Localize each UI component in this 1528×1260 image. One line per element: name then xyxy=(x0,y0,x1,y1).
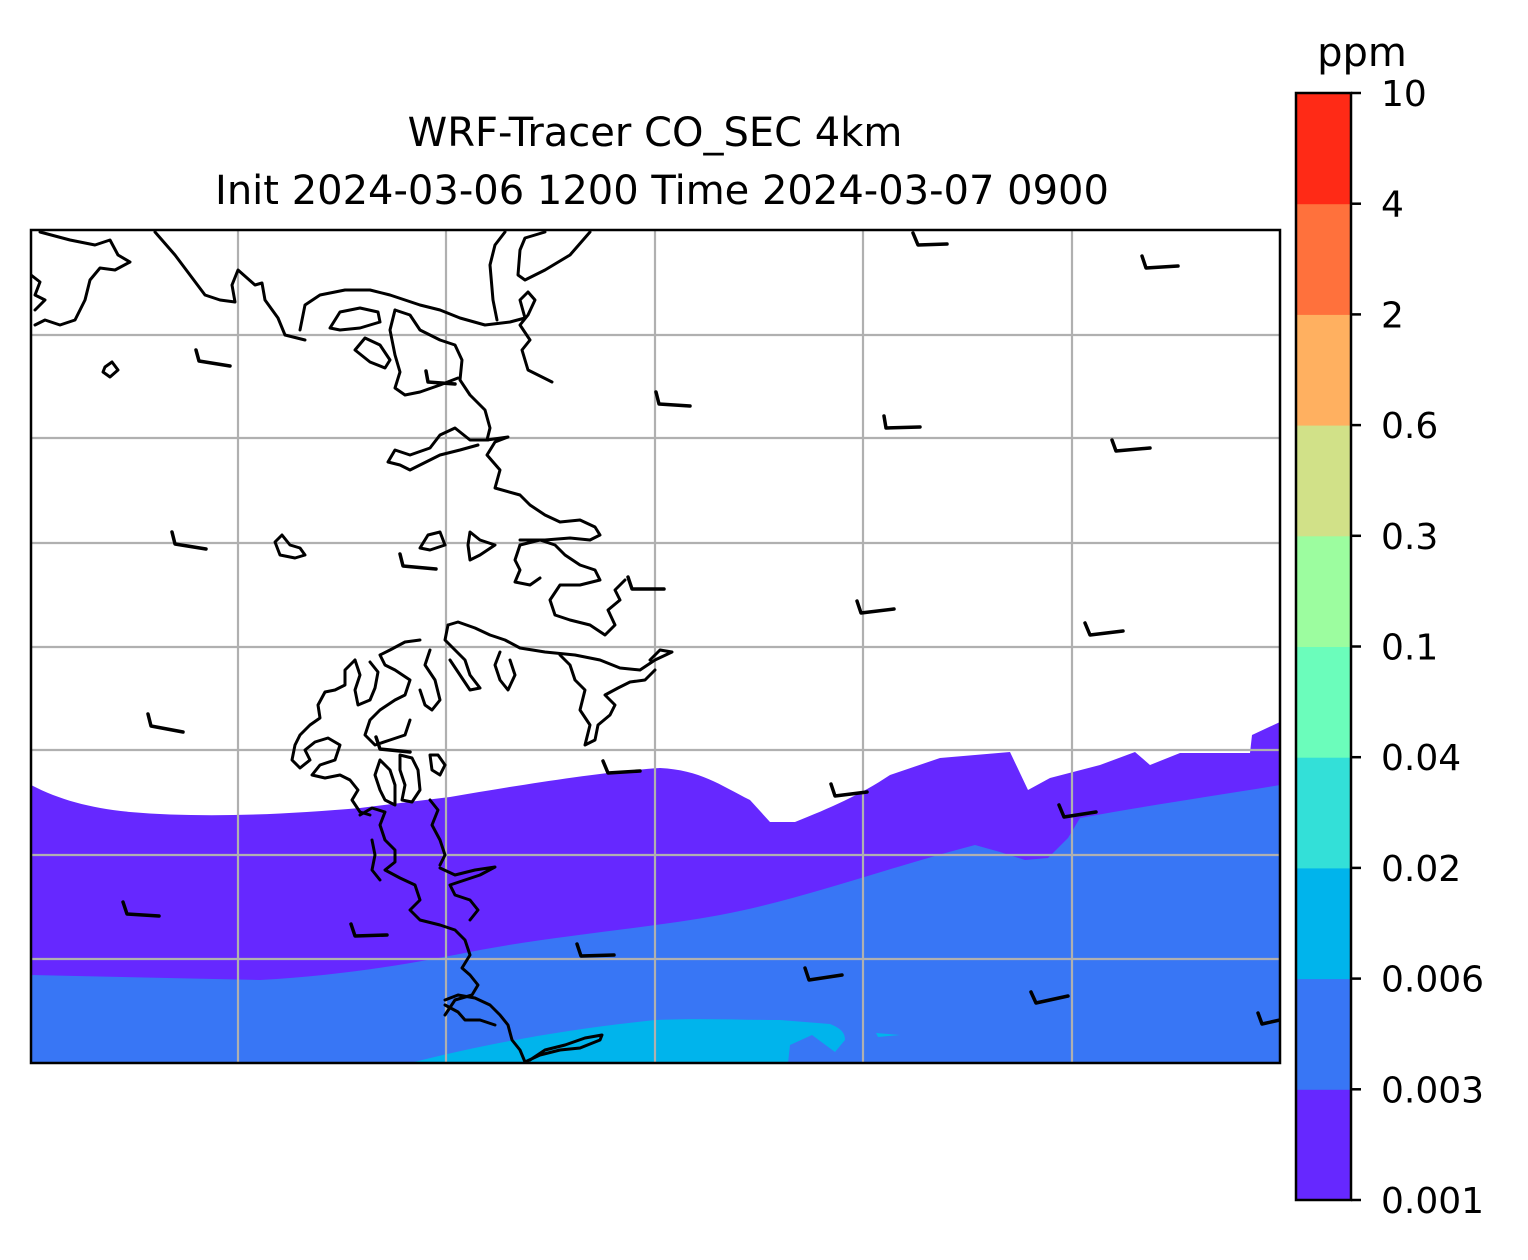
colorbar-band xyxy=(1296,425,1351,537)
wind-barb xyxy=(398,552,438,571)
map-frame xyxy=(29,228,1282,1065)
colorbar-band xyxy=(1296,757,1351,869)
wind-barb xyxy=(829,782,869,798)
colorbar-tick-label: 0.003 xyxy=(1381,1070,1484,1111)
colorbar-tick-label: 2 xyxy=(1381,295,1404,336)
colorbar: ppm 0.001 0.003 0.006 0.02 0.04 0.1 0.3 0.6 2 4 10 xyxy=(1294,30,1484,1222)
title-line-1: WRF-Tracer CO_SEC 4km xyxy=(408,110,903,156)
colorbar-tick-label: 0.001 xyxy=(1381,1181,1484,1222)
colorbar-band xyxy=(1296,314,1351,426)
colorbar-ticks: 0.001 0.003 0.006 0.02 0.04 0.1 0.3 0.6 2 4 10 xyxy=(1351,74,1484,1222)
gridlines xyxy=(31,230,1280,1063)
wind-barb xyxy=(170,530,208,551)
colorbar-unit-label: ppm xyxy=(1317,30,1407,76)
colorbar-band xyxy=(1296,978,1351,1090)
wind-barbs xyxy=(121,231,1280,1026)
wind-barb xyxy=(1057,803,1098,819)
wind-barb xyxy=(855,599,896,615)
wind-barb xyxy=(194,348,232,368)
colorbar-band xyxy=(1296,867,1351,980)
wind-barb xyxy=(654,390,692,408)
contour-band-0.006-patch xyxy=(876,1033,900,1037)
colorbar-band xyxy=(1296,203,1351,315)
colorbar-tick-label: 0.6 xyxy=(1381,406,1438,447)
colorbar-bands xyxy=(1296,93,1351,1201)
colorbar-tick-label: 10 xyxy=(1381,74,1427,115)
wind-barb xyxy=(575,942,616,958)
colorbar-band xyxy=(1296,646,1351,758)
map-area xyxy=(31,230,1280,1063)
colorbar-tick-label: 0.02 xyxy=(1381,849,1461,890)
wind-barb xyxy=(1256,1011,1280,1026)
wind-barb xyxy=(146,712,185,734)
wind-barb xyxy=(121,900,161,918)
wind-barb xyxy=(1140,254,1180,270)
colorbar-tick-label: 0.1 xyxy=(1381,628,1438,669)
wind-barb xyxy=(1110,438,1152,453)
wind-barb xyxy=(803,966,844,982)
wind-barb xyxy=(626,575,666,591)
colorbar-band xyxy=(1296,535,1351,647)
wind-barb xyxy=(1083,621,1125,637)
wind-barb xyxy=(349,922,389,938)
title-line-2: Init 2024-03-06 1200 Time 2024-03-07 090… xyxy=(215,168,1109,214)
colorbar-tick-label: 4 xyxy=(1381,185,1404,226)
wind-barb xyxy=(601,759,642,775)
colorbar-tick-label: 0.04 xyxy=(1381,738,1461,779)
colorbar-tick-label: 0.006 xyxy=(1381,960,1484,1001)
wind-barb xyxy=(882,414,922,430)
colorbar-band xyxy=(1296,1089,1351,1201)
contour-band-0.006 xyxy=(410,1019,845,1063)
wind-barb xyxy=(1029,990,1070,1005)
wind-barb xyxy=(374,735,412,754)
wind-barb xyxy=(911,231,949,247)
colorbar-tick-label: 0.3 xyxy=(1381,517,1438,558)
colorbar-band xyxy=(1296,93,1351,205)
wind-barb xyxy=(424,369,457,386)
coastlines xyxy=(31,230,674,1063)
